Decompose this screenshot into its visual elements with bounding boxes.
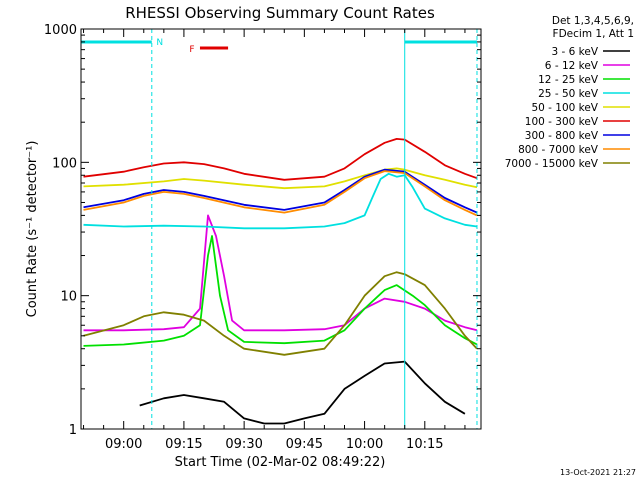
series-line-5 — [83, 137, 478, 181]
x-axis-label: Start Time (02-Mar-02 08:49:22) — [175, 455, 386, 470]
x-tick-label: 09:45 — [286, 437, 323, 452]
y-axis-label: Count Rate (s⁻¹ detector⁻¹) — [25, 141, 40, 318]
axes — [80, 28, 482, 430]
plot-frame — [80, 28, 482, 430]
series-line-2 — [83, 235, 478, 347]
legend-label-0: 3 - 6 keV — [551, 46, 598, 58]
legend-label-2: 12 - 25 keV — [538, 74, 599, 86]
legend-header: Det 1,3,4,5,6,9, — [552, 15, 634, 27]
plot-area — [83, 137, 478, 425]
y-tick-label: 10 — [60, 290, 77, 305]
x-tick-label: 09:15 — [165, 437, 202, 452]
series-line-3 — [83, 172, 478, 230]
series-line-7 — [83, 170, 478, 217]
x-tick-label: 10:15 — [406, 437, 443, 452]
flare-label: F — [189, 45, 194, 55]
y-tick-label: 1 — [69, 423, 77, 438]
x-tick-label: 10:00 — [346, 437, 383, 452]
series-line-6 — [83, 168, 478, 214]
legend: Det 1,3,4,5,6,9,FDecim 1, Att 1 3 - 6 keV… — [505, 15, 634, 170]
x-axis-ticks: 09:00 09:15 09:30 09:45 10:00 10:15 — [83, 29, 466, 452]
series-line-8 — [83, 271, 478, 356]
legend-label-7: 800 - 7000 keV — [518, 144, 599, 156]
legend-label-5: 100 - 300 keV — [525, 116, 599, 128]
chart-title: RHESSI Observing Summary Count Rates — [125, 4, 435, 22]
series-line-4 — [83, 167, 478, 190]
legend-label-8: 7000 - 15000 keV — [505, 158, 599, 170]
footer-timestamp: 13-Oct-2021 21:27 — [560, 468, 636, 477]
y-tick-label: 1000 — [44, 23, 77, 38]
legend-label-4: 50 - 100 keV — [531, 102, 598, 114]
series-line-1 — [83, 214, 478, 332]
legend-label-3: 25 - 50 keV — [538, 88, 599, 100]
x-tick-label: 09:00 — [105, 437, 142, 452]
x-tick-label: 09:30 — [225, 437, 262, 452]
y-axis-ticks: 1 10 100 1000 — [44, 23, 481, 438]
legend-label-6: 300 - 800 keV — [525, 130, 599, 142]
series-line-0 — [139, 360, 466, 425]
legend-label-1: 6 - 12 keV — [545, 60, 599, 72]
y-tick-label: 100 — [52, 156, 77, 171]
night-label: N — [156, 38, 163, 48]
legend-header: FDecim 1, Att 1 — [553, 28, 634, 40]
